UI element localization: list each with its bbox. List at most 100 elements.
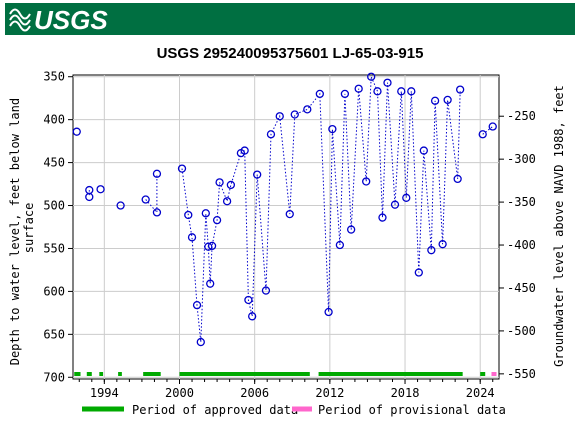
usgs-banner: USGS xyxy=(0,0,580,38)
data-point xyxy=(261,286,271,295)
data-point xyxy=(427,246,436,255)
chart-title: USGS 295240095375601 LJ-65-03-915 xyxy=(157,45,424,62)
data-point xyxy=(184,210,193,220)
series-lines xyxy=(88,76,494,343)
data-point xyxy=(362,177,371,186)
data-point xyxy=(204,242,213,251)
y-right-tick-label: -450 xyxy=(507,281,536,295)
data-point xyxy=(285,209,294,219)
x-tick-label: 1994 xyxy=(90,386,119,400)
y-axis-right-label: Groundwater level above NAVD 1988, feet xyxy=(552,85,566,367)
y-left-tick-label: 650 xyxy=(43,327,65,341)
y-left-tick-label: 400 xyxy=(43,113,65,127)
data-point xyxy=(141,195,150,204)
y-axis-left: 350 400 450 500 550 600 650 700 xyxy=(43,70,73,384)
usgs-logo-icon xyxy=(9,8,31,32)
data-point xyxy=(397,87,406,96)
series-points xyxy=(72,72,497,347)
data-point xyxy=(266,130,276,139)
data-point xyxy=(488,122,497,131)
plot-frame xyxy=(72,74,500,380)
data-point xyxy=(290,110,299,119)
data-point xyxy=(354,84,363,93)
legend-provisional-label: Period of provisional data xyxy=(318,403,506,417)
data-point xyxy=(335,240,345,250)
y-left-tick-label: 600 xyxy=(43,284,65,298)
data-point xyxy=(207,241,217,251)
y-axis-left-label-line2: surface xyxy=(22,203,36,254)
data-point xyxy=(347,225,356,234)
legend: Period of approved data Period of provis… xyxy=(82,403,506,417)
data-point xyxy=(478,130,487,139)
data-point xyxy=(324,307,333,317)
data-point xyxy=(367,72,376,81)
y-axis-left-label-line1: Depth to water level, feet below land xyxy=(8,98,22,365)
data-point xyxy=(275,112,284,121)
data-point xyxy=(192,300,202,310)
data-point xyxy=(438,240,447,249)
y-left-tick-label: 700 xyxy=(43,370,65,384)
data-point xyxy=(378,213,387,222)
y-left-tick-label: 450 xyxy=(43,156,65,170)
y-right-tick-label: -550 xyxy=(507,367,536,381)
y-right-tick-label: -300 xyxy=(507,152,536,166)
data-point xyxy=(201,209,210,218)
series-line xyxy=(181,76,461,343)
data-point xyxy=(340,89,350,99)
y-right-tick-label: -500 xyxy=(507,324,536,338)
legend-approved-label: Period of approved data xyxy=(132,403,298,417)
data-point xyxy=(226,180,236,190)
data-point xyxy=(328,124,337,134)
data-point xyxy=(212,215,222,225)
x-tick-label: 2006 xyxy=(240,386,269,400)
data-point xyxy=(152,208,162,217)
grid-lines xyxy=(73,75,499,379)
data-point xyxy=(430,96,440,105)
data-point xyxy=(453,174,462,184)
x-tick-label: 2018 xyxy=(391,386,420,400)
y-left-tick-label: 350 xyxy=(43,70,65,84)
data-point xyxy=(407,87,416,96)
data-point xyxy=(215,178,224,187)
data-point xyxy=(85,185,94,195)
data-point xyxy=(72,127,81,136)
data-point xyxy=(152,169,162,178)
y-right-tick-label: -350 xyxy=(507,195,536,209)
x-tick-label: 2000 xyxy=(165,386,194,400)
x-tick-label: 2012 xyxy=(315,386,344,400)
data-point xyxy=(443,95,452,105)
data-point xyxy=(303,105,312,114)
data-point xyxy=(414,268,423,277)
data-point xyxy=(240,146,249,155)
data-point xyxy=(244,295,253,305)
data-point xyxy=(206,279,215,288)
usgs-banner-svg: USGS xyxy=(5,3,575,35)
data-point xyxy=(253,170,262,179)
data-point xyxy=(96,185,105,194)
data-point xyxy=(248,312,257,321)
y-axis-right: -250 -300 -350 -400 -450 -500 -550 xyxy=(499,109,536,381)
data-point xyxy=(196,337,205,347)
usgs-logo-text: USGS xyxy=(34,5,108,35)
data-point xyxy=(116,201,125,210)
y-right-tick-label: -250 xyxy=(507,109,536,123)
data-point xyxy=(177,164,187,173)
data-point xyxy=(419,146,428,155)
data-point xyxy=(383,78,392,87)
series-line xyxy=(145,173,158,214)
data-point xyxy=(85,192,94,202)
data-point xyxy=(456,85,465,94)
y-axis-left-label: Depth to water level, feet below land su… xyxy=(8,91,36,366)
data-point xyxy=(402,193,411,202)
usgs-banner-background xyxy=(5,3,575,35)
data-point xyxy=(187,233,197,242)
y-right-tick-label: -400 xyxy=(507,238,536,252)
data-point xyxy=(315,89,324,99)
data-point xyxy=(222,197,232,206)
x-tick-label: 2024 xyxy=(466,386,495,400)
x-axis: 1994 2000 2006 2012 2018 2024 xyxy=(78,379,495,400)
data-point xyxy=(373,87,382,96)
data-point xyxy=(390,200,400,209)
y-left-tick-label: 500 xyxy=(43,199,65,213)
